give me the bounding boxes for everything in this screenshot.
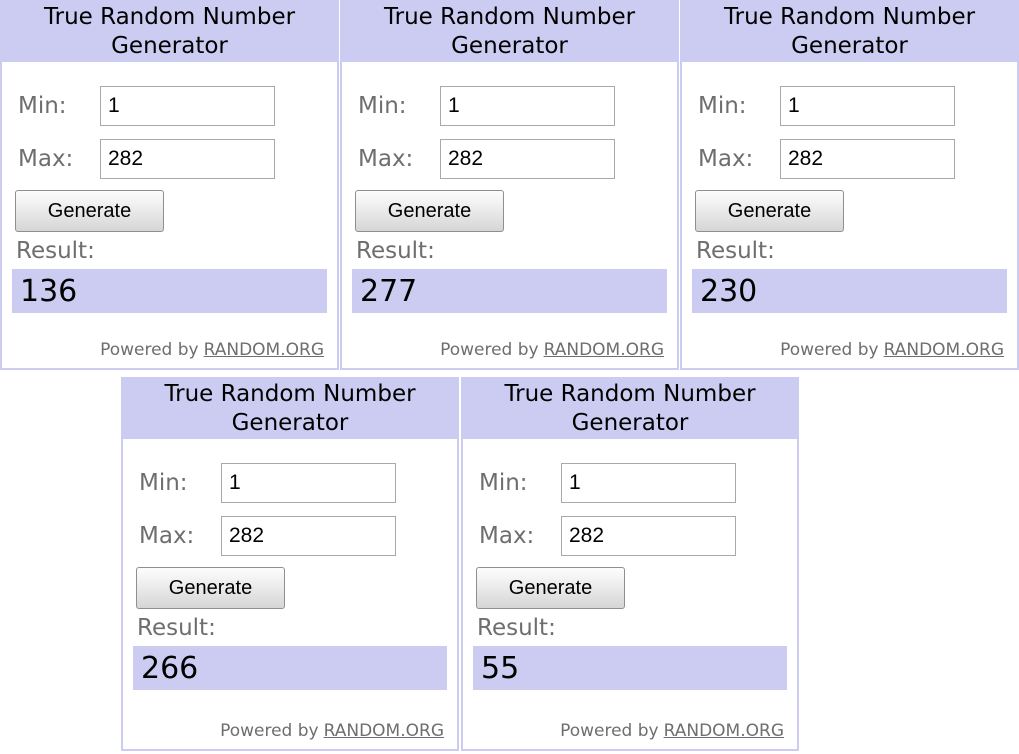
min-row: Min: [358,86,677,126]
max-label: Max: [18,146,74,172]
powered-by-text: Powered by [220,721,319,741]
result-label: Result: [356,238,435,264]
max-label: Max: [479,523,535,549]
min-row: Min: [18,86,337,126]
result-label: Result: [477,615,556,641]
random-org-link[interactable]: RANDOM.ORG [203,340,324,360]
generate-button[interactable]: Generate [136,567,285,609]
widget-header: True Random Number Generator [2,2,337,62]
random-generator-widget-5: True Random Number Generator Min: Max: G… [461,377,799,751]
generate-button[interactable]: Generate [695,190,844,232]
widget-title-line1: True Random Number [723,4,976,30]
min-input[interactable] [440,86,615,126]
random-generator-widget-2: True Random Number Generator Min: Max: G… [340,0,679,370]
powered-by-text: Powered by [100,340,199,360]
widget-title-line2: Generator [111,33,228,59]
min-row: Min: [139,463,457,503]
powered-by-text: Powered by [780,340,879,360]
widget-title-line1: True Random Number [383,4,636,30]
max-input[interactable] [100,139,275,179]
max-input[interactable] [780,139,955,179]
random-generator-widget-1: True Random Number Generator Min: Max: G… [0,0,339,370]
widget-title-line2: Generator [571,410,689,436]
max-row: Max: [139,516,457,556]
min-label: Min: [139,470,188,496]
result-value: 55 [473,646,787,690]
widget-header: True Random Number Generator [342,2,677,62]
widget-title-line1: True Random Number [43,4,296,30]
min-input[interactable] [780,86,955,126]
result-value: 266 [133,646,447,690]
min-label: Min: [358,93,407,119]
widget-header: True Random Number Generator [682,2,1017,62]
widget-header: True Random Number Generator [463,379,797,439]
result-value: 230 [692,269,1007,313]
result-label: Result: [696,238,775,264]
random-org-link[interactable]: RANDOM.ORG [323,721,444,741]
powered-by: Powered by RANDOM.ORG [780,340,1004,360]
powered-by-text: Powered by [440,340,539,360]
max-row: Max: [698,139,1017,179]
widget-title-line2: Generator [791,33,908,59]
max-row: Max: [479,516,797,556]
random-generator-widget-3: True Random Number Generator Min: Max: G… [680,0,1019,370]
min-input[interactable] [221,463,396,503]
powered-by: Powered by RANDOM.ORG [220,721,444,741]
min-label: Min: [479,470,528,496]
max-input[interactable] [561,516,736,556]
max-row: Max: [358,139,677,179]
powered-by-text: Powered by [560,721,659,741]
max-row: Max: [18,139,337,179]
min-label: Min: [18,93,67,119]
powered-by: Powered by RANDOM.ORG [440,340,664,360]
result-value: 277 [352,269,667,313]
generate-button[interactable]: Generate [15,190,164,232]
generate-button[interactable]: Generate [355,190,504,232]
max-input[interactable] [221,516,396,556]
random-org-link[interactable]: RANDOM.ORG [663,721,784,741]
min-row: Min: [479,463,797,503]
widget-title-line2: Generator [451,33,568,59]
widget-header: True Random Number Generator [123,379,457,439]
result-value: 136 [12,269,327,313]
max-label: Max: [358,146,414,172]
random-generator-widget-4: True Random Number Generator Min: Max: G… [121,377,459,751]
result-label: Result: [137,615,216,641]
max-label: Max: [698,146,754,172]
min-input[interactable] [561,463,736,503]
generate-button[interactable]: Generate [476,567,625,609]
widget-row-top: True Random Number Generator Min: Max: G… [0,0,1019,370]
min-label: Min: [698,93,747,119]
widget-title-line1: True Random Number [164,381,416,407]
max-input[interactable] [440,139,615,179]
powered-by: Powered by RANDOM.ORG [100,340,324,360]
widget-row-bottom: True Random Number Generator Min: Max: G… [0,377,1019,751]
min-row: Min: [698,86,1017,126]
widget-title-line2: Generator [231,410,349,436]
result-label: Result: [16,238,95,264]
random-org-link[interactable]: RANDOM.ORG [883,340,1004,360]
powered-by: Powered by RANDOM.ORG [560,721,784,741]
max-label: Max: [139,523,195,549]
min-input[interactable] [100,86,275,126]
random-org-link[interactable]: RANDOM.ORG [543,340,664,360]
widget-title-line1: True Random Number [504,381,756,407]
